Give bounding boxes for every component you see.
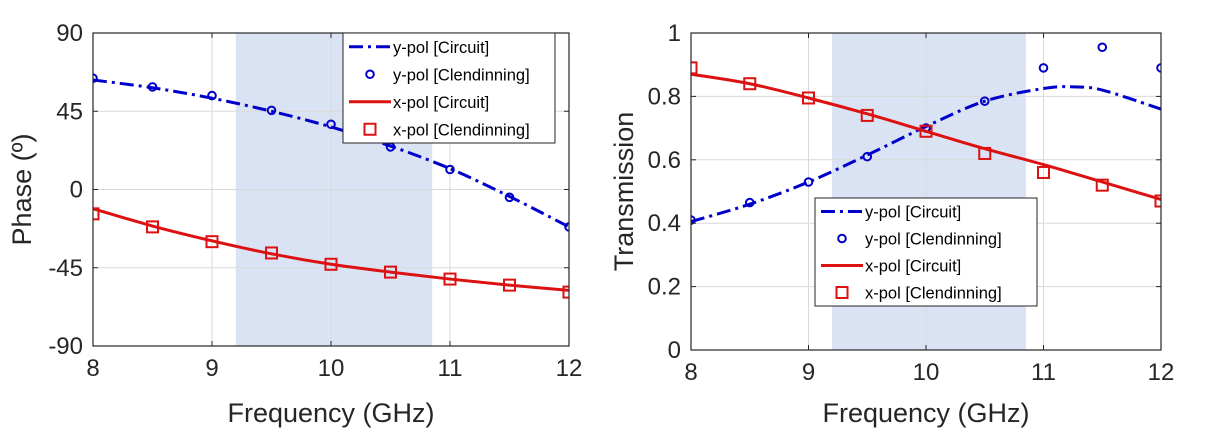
data-point-y-pol [147, 82, 158, 92]
data-point-y-pol [564, 222, 569, 232]
data-point-y-pol [93, 73, 98, 84]
data-point-x-pol [691, 61, 698, 75]
data-point-y-pol [207, 90, 217, 101]
legend-label: x-pol [Clendinning] [393, 121, 530, 139]
x-tick-label: 8 [86, 355, 99, 382]
y-tick-label: 90 [56, 20, 83, 47]
data-point-x-pol [1095, 178, 1109, 192]
data-point-x-pol [743, 77, 757, 91]
data-point-y-pol [862, 151, 873, 162]
legend-label: y-pol [Circuit] [865, 204, 961, 222]
series-line-y-pol [691, 85, 1161, 224]
data-point-x-pol [1037, 165, 1050, 179]
data-point-x-pol [860, 108, 874, 122]
data-point-y-pol [445, 164, 455, 175]
data-point-x-pol [265, 246, 278, 260]
x-tick-label: 11 [1031, 359, 1056, 386]
y-tick-label: 45 [56, 98, 83, 125]
data-point-x-pol [93, 207, 100, 221]
data-point-x-pol [1154, 194, 1161, 208]
data-point-x-pol [562, 285, 569, 299]
data-point-x-pol [443, 272, 457, 286]
x-tick-label: 11 [438, 355, 463, 382]
y-tick-label: 0.2 [648, 274, 681, 301]
y-tick-label: 0 [668, 337, 681, 364]
legend: y-pol [Circuit] y-pol [Clendinning] x-pol … [342, 32, 556, 144]
data-point-x-pol [503, 278, 516, 292]
legend-box [814, 197, 1038, 307]
data-point-y-pol [979, 96, 990, 106]
data-point-y-pol [1038, 63, 1049, 73]
legend-swatch-x-pol-marker [363, 122, 377, 136]
legend-label: x-pol [Circuit] [865, 258, 961, 276]
series-group [691, 42, 1161, 225]
legend-label: y-pol [Clendinning] [865, 231, 1002, 249]
legend-swatch-y-pol-marker [837, 233, 847, 244]
data-point-x-pol [919, 124, 933, 138]
transmission-chart: 8 9 10 11 12 0 0.2 0.4 0.6 0.8 1 Frequency (GHz) Tra… [609, 20, 1174, 428]
y-tick-label: 0.6 [648, 147, 681, 174]
y-tick-label: 0 [70, 177, 83, 204]
x-axis-label: Frequency (GHz) [822, 398, 1029, 428]
phase-chart: 8 9 10 11 12 -90 -45 0 45 90 Frequency (GHz) Phase … [7, 20, 582, 428]
legend-label: x-pol [Circuit] [393, 94, 489, 112]
legend-swatch-y-pol-marker [365, 69, 375, 80]
x-tick-label: 9 [205, 355, 218, 382]
data-point-x-pol [978, 146, 992, 160]
legend-box [342, 32, 556, 144]
series-line-x-pol [691, 72, 1161, 201]
data-point-y-pol [326, 119, 336, 130]
series-line-x-pol [93, 207, 569, 292]
y-axis-label: Phase (º) [7, 134, 37, 246]
data-point-y-pol [803, 177, 814, 187]
data-point-x-pol [146, 220, 159, 234]
data-point-x-pol [324, 257, 338, 271]
x-axis-label: Frequency (GHz) [227, 398, 434, 428]
legend-swatch-x-pol-marker [835, 286, 849, 299]
y-tick-label: 0.8 [648, 83, 681, 110]
y-tick-label: 1 [668, 20, 681, 47]
y-tick-label: 0.4 [648, 210, 681, 237]
series-group [93, 73, 569, 299]
data-point-y-pol [1097, 42, 1108, 53]
x-tick-label: 12 [556, 355, 583, 382]
data-point-x-pol [205, 235, 219, 249]
data-point-y-pol [504, 192, 515, 203]
y-tick-label: -45 [48, 255, 83, 282]
y-tick-label: -90 [48, 333, 83, 360]
x-tick-label: 10 [913, 359, 940, 386]
data-point-x-pol [384, 265, 397, 279]
data-point-x-pol [802, 91, 815, 105]
legend-label: y-pol [Clendinning] [393, 66, 530, 84]
x-tick-label: 9 [802, 359, 815, 386]
data-point-y-pol [744, 197, 755, 208]
x-tick-label: 12 [1148, 359, 1175, 386]
data-point-y-pol [266, 105, 277, 116]
legend: y-pol [Circuit] y-pol [Clendinning] x-pol … [814, 197, 1038, 307]
y-axis-label: Transmission [609, 112, 639, 272]
legend-label: x-pol [Clendinning] [865, 285, 1002, 303]
x-tick-label: 10 [318, 355, 345, 382]
legend-label: y-pol [Circuit] [393, 39, 489, 57]
x-tick-label: 8 [684, 359, 697, 386]
